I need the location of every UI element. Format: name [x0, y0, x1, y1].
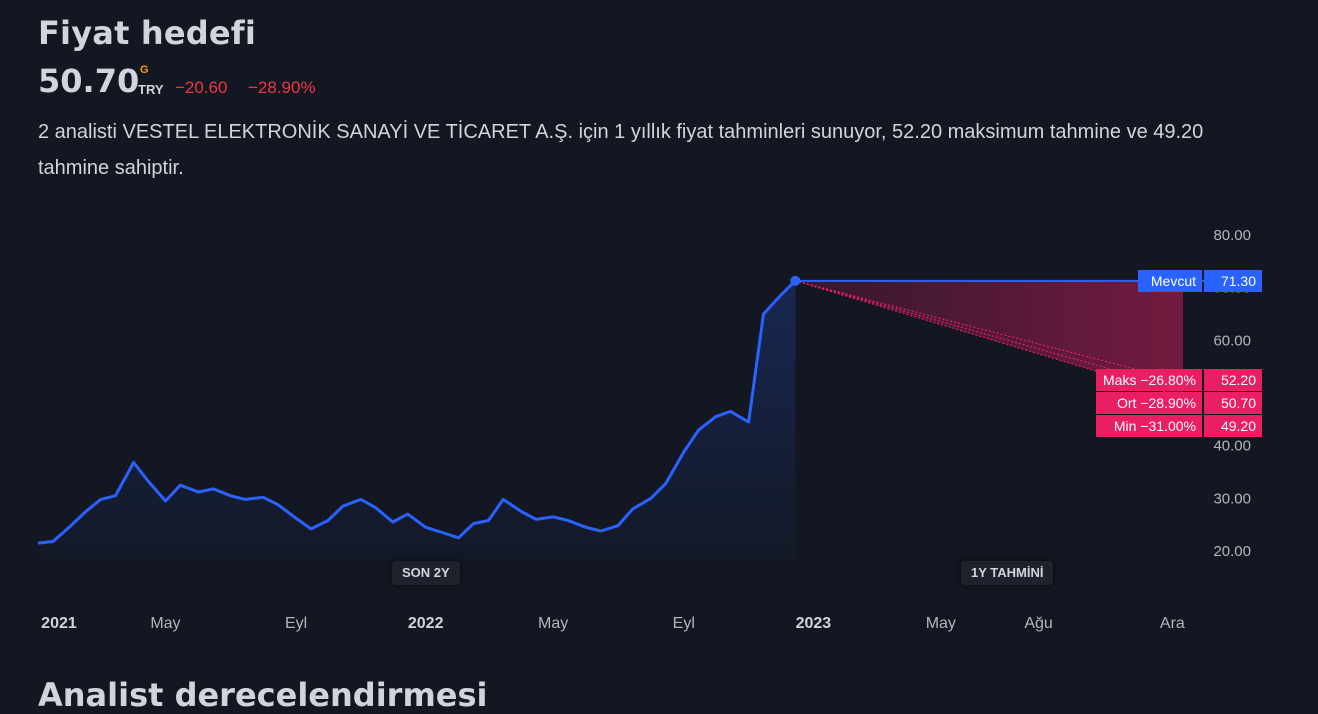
- x-tick-label: May: [150, 615, 180, 632]
- x-tick-label: 2021: [41, 615, 77, 632]
- x-tick-label: 2022: [408, 615, 444, 632]
- y-tick-label: 80.00: [1213, 227, 1251, 244]
- exchange-flag: G: [140, 64, 149, 76]
- y-tick-label: 30.00: [1213, 490, 1251, 507]
- x-tick-label: Ağu: [1024, 615, 1052, 632]
- forecast-min-value-tag: 49.20: [1204, 415, 1262, 437]
- history-area: [38, 280, 796, 561]
- x-tick-label: May: [926, 615, 956, 632]
- x-tick-label: Ara: [1160, 615, 1185, 632]
- y-tick-label: 40.00: [1213, 438, 1251, 455]
- x-tick-label: Eyl: [673, 615, 695, 632]
- history-price-line: [37, 279, 797, 545]
- price-change: −20.60: [175, 78, 228, 97]
- y-tick-label: 60.00: [1213, 332, 1251, 349]
- x-tick-label: 2023: [796, 615, 832, 632]
- forecast-description: 2 analisti VESTEL ELEKTRONİK SANAYİ VE T…: [38, 121, 1204, 179]
- price-target-value: 50.70: [38, 62, 140, 100]
- x-tick-label: Eyl: [285, 615, 307, 632]
- history-period-pill: SON 2Y: [392, 561, 460, 585]
- price-change-percent: −28.90%: [248, 78, 316, 97]
- forecast-avg-value-tag: 50.70: [1204, 392, 1262, 414]
- currency-label: TRY: [138, 82, 164, 97]
- current-value-tag: 71.30: [1204, 269, 1262, 292]
- forecast-max-value-tag: 52.20: [1204, 369, 1262, 391]
- current-price-point: [790, 275, 801, 286]
- analyst-rating-heading: Analist derecelendirmesi: [38, 676, 488, 714]
- forecast-max-line: [795, 280, 1184, 382]
- x-tick-label: May: [538, 615, 568, 632]
- current-label-tag: Mevcut: [1138, 269, 1202, 292]
- forecast-avg-line: [795, 280, 1184, 390]
- forecast-period-pill: 1Y TAHMİNİ: [961, 561, 1054, 585]
- forecast-max-label-tag: Maks −26.80%: [1096, 369, 1202, 391]
- forecast-avg-label-tag: Ort −28.90%: [1096, 392, 1202, 414]
- forecast-min-label-tag: Min −31.00%: [1096, 415, 1202, 437]
- y-tick-label: 20.00: [1213, 543, 1251, 560]
- page-title: Fiyat hedefi: [38, 14, 257, 52]
